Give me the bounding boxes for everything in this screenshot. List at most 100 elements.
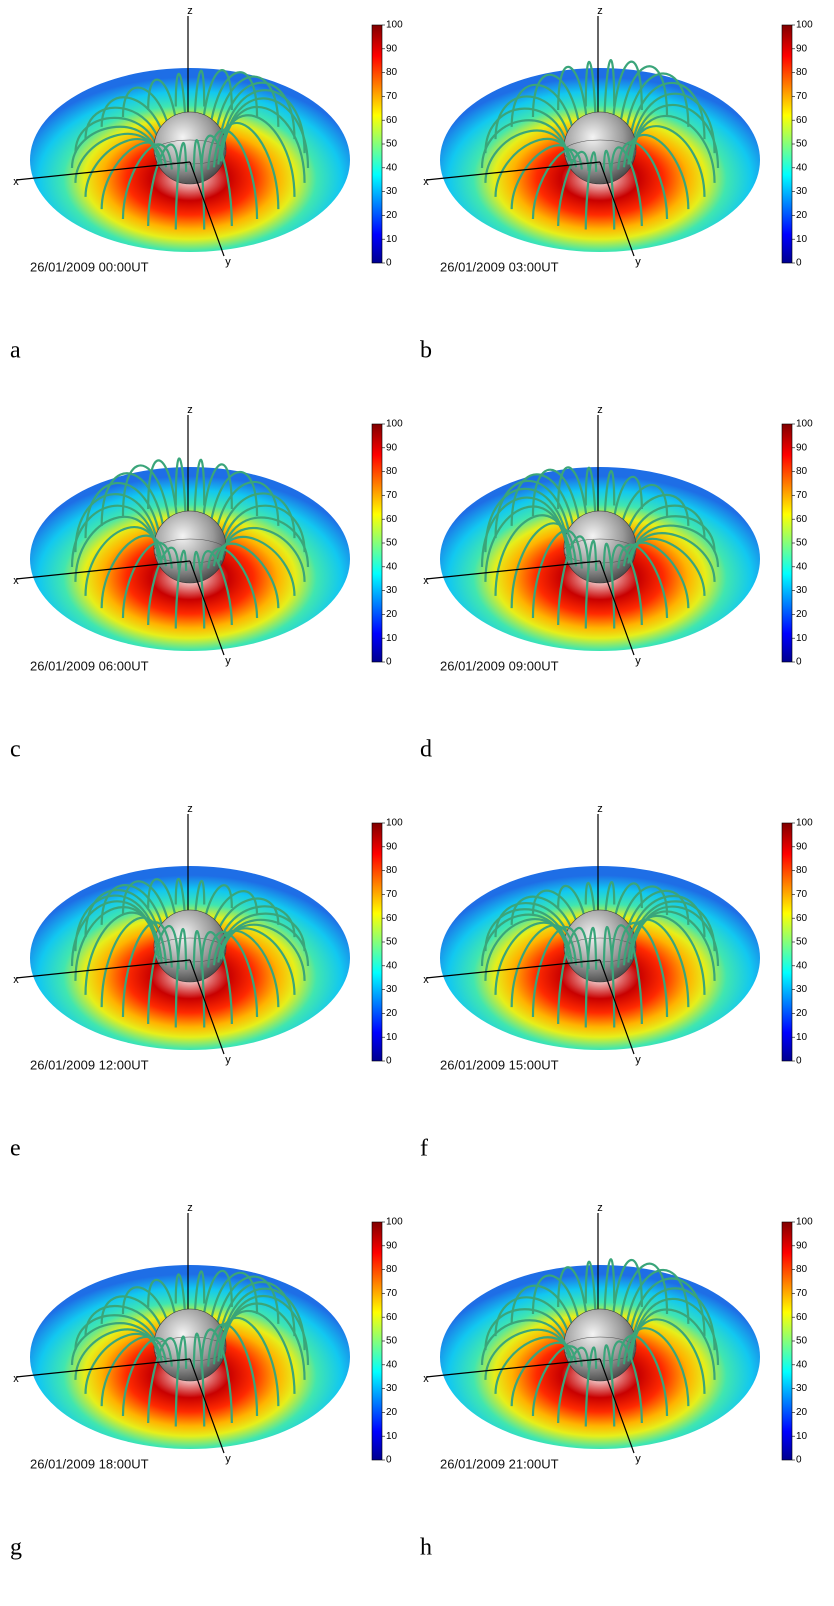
colorbar-tick-label: 10 [796, 234, 808, 245]
colorbar-tick-label: 50 [796, 937, 808, 948]
colorbar-tick-label: 70 [386, 889, 398, 900]
colorbar-tick-label: 40 [386, 162, 398, 173]
colorbar-tick-label: 20 [796, 1407, 808, 1418]
colorbar-tick-label: 70 [386, 91, 398, 102]
panel-letter: h [420, 1535, 432, 1561]
axis-label: y [225, 256, 231, 268]
colorbar-tick-label: 80 [386, 67, 398, 78]
colorbar [782, 823, 792, 1061]
colorbar-tick-label: 10 [386, 1431, 398, 1442]
colorbar [782, 424, 792, 662]
axis-label: y [635, 256, 641, 268]
colorbar-tick-label: 20 [796, 609, 808, 620]
colorbar-tick-label: 90 [796, 442, 808, 453]
axis-label: z [187, 803, 193, 815]
colorbar-tick-label: 60 [386, 1312, 398, 1323]
colorbar-tick-label: 80 [796, 67, 808, 78]
colorbar-tick-label: 10 [386, 234, 398, 245]
colorbar-tick-label: 0 [796, 1455, 802, 1466]
colorbar-tick-label: 40 [796, 960, 808, 971]
axis-label: x [423, 176, 429, 188]
colorbar-tick-label: 100 [796, 1217, 813, 1228]
timestamp: 26/01/2009 18:00UT [30, 1456, 149, 1471]
colorbar-tick-label: 0 [386, 1056, 392, 1067]
colorbar-tick-label: 10 [386, 1032, 398, 1043]
colorbar-tick-label: 100 [796, 419, 813, 430]
colorbar-tick-label: 30 [796, 585, 808, 596]
panel-letter: g [10, 1535, 22, 1561]
colorbar-tick-label: 90 [796, 43, 808, 54]
axis-label: x [13, 974, 19, 986]
colorbar-tick-label: 80 [386, 865, 398, 876]
colorbar-tick-label: 40 [796, 561, 808, 572]
timestamp: 26/01/2009 21:00UT [440, 1456, 559, 1471]
colorbar-tick-label: 30 [796, 984, 808, 995]
colorbar-tick-label: 40 [386, 1359, 398, 1370]
timestamp: 26/01/2009 03:00UT [440, 259, 559, 274]
panel: zxy010203040506070809010026/01/2009 12:0… [10, 803, 403, 1162]
colorbar-tick-label: 60 [386, 913, 398, 924]
colorbar [782, 25, 792, 263]
axis-label: z [187, 5, 193, 17]
axis-label: z [187, 404, 193, 416]
colorbar-tick-label: 40 [796, 1359, 808, 1370]
globe [154, 1309, 226, 1381]
colorbar-tick-label: 80 [796, 466, 808, 477]
colorbar-tick-label: 0 [796, 657, 802, 668]
axis-label: x [423, 1373, 429, 1385]
axis-label: y [225, 655, 231, 667]
colorbar-tick-label: 30 [796, 186, 808, 197]
panel-letter: c [10, 737, 21, 763]
colorbar-tick-label: 20 [386, 210, 398, 221]
axis-label: y [225, 1453, 231, 1465]
colorbar [372, 424, 382, 662]
panel: zxy010203040506070809010026/01/2009 03:0… [420, 5, 813, 364]
colorbar-tick-label: 60 [796, 1312, 808, 1323]
colorbar [782, 1222, 792, 1460]
colorbar-tick-label: 80 [386, 466, 398, 477]
colorbar-tick-label: 30 [386, 1383, 398, 1394]
colorbar-tick-label: 90 [386, 442, 398, 453]
colorbar-tick-label: 30 [796, 1383, 808, 1394]
colorbar-tick-label: 30 [386, 585, 398, 596]
colorbar-tick-label: 60 [386, 115, 398, 126]
panel: zxy010203040506070809010026/01/2009 00:0… [10, 5, 403, 364]
colorbar-tick-label: 50 [796, 139, 808, 150]
colorbar-tick-label: 60 [796, 115, 808, 126]
panel-letter: e [10, 1136, 21, 1162]
colorbar-tick-label: 10 [386, 633, 398, 644]
axis-label: x [13, 575, 19, 587]
colorbar-tick-label: 10 [796, 1431, 808, 1442]
axis-label: y [225, 1054, 231, 1066]
colorbar-tick-label: 60 [386, 514, 398, 525]
colorbar-tick-label: 50 [386, 937, 398, 948]
colorbar-tick-label: 50 [386, 538, 398, 549]
colorbar-tick-label: 0 [386, 657, 392, 668]
colorbar [372, 25, 382, 263]
axis-label: x [13, 176, 19, 188]
colorbar-tick-label: 40 [386, 960, 398, 971]
colorbar-tick-label: 90 [796, 1240, 808, 1251]
axis-label: x [423, 974, 429, 986]
axis-label: y [635, 1453, 641, 1465]
colorbar-tick-label: 0 [386, 258, 392, 269]
colorbar-tick-label: 80 [796, 865, 808, 876]
colorbar-tick-label: 90 [386, 1240, 398, 1251]
axis-label: z [597, 404, 603, 416]
axis-label: x [423, 575, 429, 587]
colorbar-tick-label: 30 [386, 984, 398, 995]
colorbar-tick-label: 0 [796, 258, 802, 269]
axis-label: z [597, 803, 603, 815]
axis-label: y [635, 655, 641, 667]
colorbar-tick-label: 0 [796, 1056, 802, 1067]
globe [564, 910, 636, 982]
colorbar [372, 823, 382, 1061]
colorbar-tick-label: 40 [796, 162, 808, 173]
colorbar-tick-label: 90 [386, 841, 398, 852]
colorbar-tick-label: 0 [386, 1455, 392, 1466]
colorbar-tick-label: 80 [796, 1264, 808, 1275]
axis-label: x [13, 1373, 19, 1385]
colorbar-tick-label: 70 [796, 91, 808, 102]
panel-letter: a [10, 338, 21, 364]
